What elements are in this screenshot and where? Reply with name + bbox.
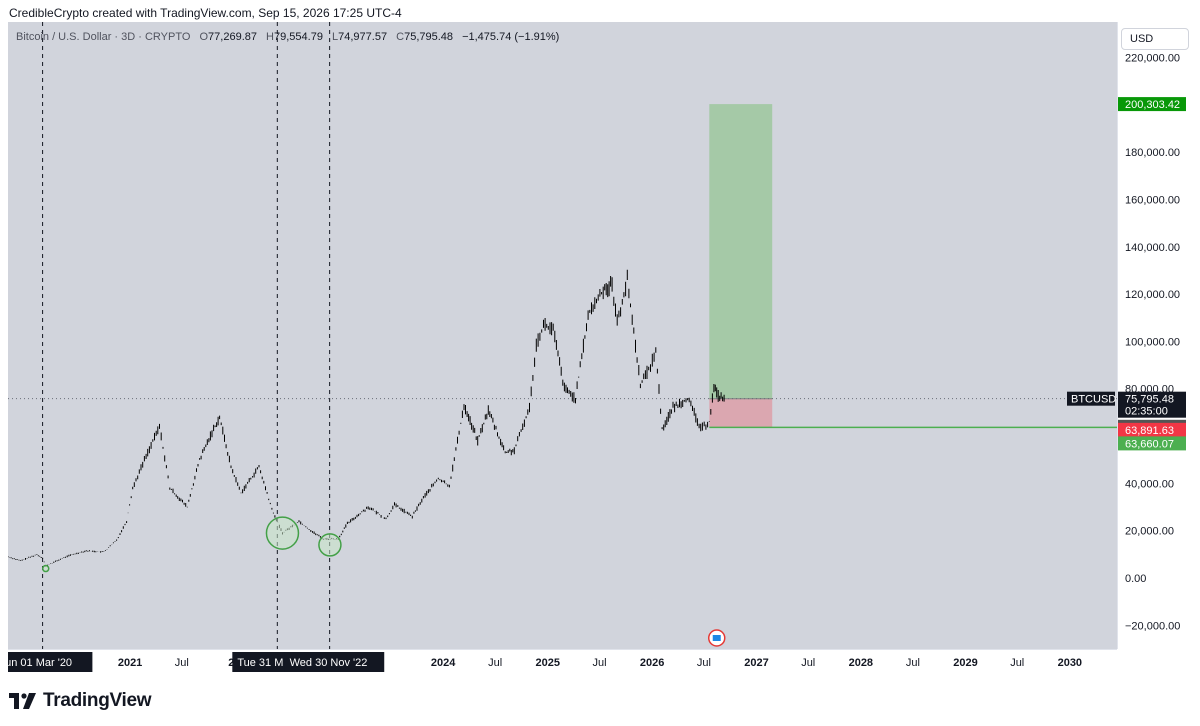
currency-button[interactable]: USD (1121, 28, 1189, 50)
price-badge-line (1118, 436, 1186, 451)
price-series-path (7, 269, 725, 567)
price-badge-text: 200,303.42 (1125, 99, 1180, 111)
price-tick-label: 120,000.00 (1125, 289, 1180, 301)
tradingview-logo-icon (9, 693, 36, 709)
time-tick-label: 2024 (431, 657, 456, 669)
price-badge-stop (1118, 422, 1186, 437)
change-value: −1,475.74 (−1.91%) (462, 31, 560, 43)
time-tick-label: 2028 (849, 657, 873, 669)
footer-brand: TradingView (9, 686, 152, 716)
date-marker-text: Sun 01 Mar '20 (8, 657, 72, 669)
price-badge-text: 75,795.48 (1125, 394, 1174, 406)
symbol-legend: Bitcoin / U.S. Dollar · 3D · CRYPTO O77,… (16, 31, 559, 43)
high-key: H (266, 31, 274, 43)
profit-zone (709, 104, 773, 399)
price-scale-svg[interactable]: −20,000.000.0020,000.0040,000.0080,000.0… (1118, 22, 1193, 649)
circle-annotation (318, 533, 342, 557)
time-tick-label: 2025 (536, 657, 560, 669)
price-tick-label: 140,000.00 (1125, 242, 1180, 254)
time-tick-label: 2026 (640, 657, 664, 669)
price-tick-label: 20,000.00 (1125, 526, 1174, 538)
time-tick-label: 2030 (1058, 657, 1082, 669)
close-key: C (396, 31, 405, 43)
close-value: 75,795.48 (404, 31, 454, 43)
circle-annotation (265, 516, 300, 550)
low-value: 74,977.57 (338, 31, 388, 43)
price-chart[interactable]: BTCUSD (7, 22, 1117, 649)
symbol-badge-text: BTCUSD (1071, 394, 1116, 406)
price-tick-label: 100,000.00 (1125, 336, 1180, 348)
time-scale-svg[interactable]: 2021Jul202024Jul2025Jul2026Jul2027Jul202… (0, 650, 1117, 674)
price-scale[interactable]: −20,000.00 0.00 20,000.00 40,000.00 80,000.0… (1117, 22, 1193, 649)
price-badge-text: 63,660.07 (1125, 438, 1174, 450)
time-tick-label: Jul (1010, 657, 1024, 669)
time-tick-label: Jul (592, 657, 606, 669)
price-tick-label: 220,000.00 (1125, 52, 1180, 64)
symbol-title[interactable]: Bitcoin / U.S. Dollar · 3D · CRYPTO (16, 31, 191, 43)
price-tick-label: 40,000.00 (1125, 478, 1174, 490)
price-tick-label: 160,000.00 (1125, 194, 1180, 206)
time-tick-label: 2021 (118, 657, 142, 669)
event-flag-icon (712, 635, 721, 641)
date-marker-badge (284, 652, 385, 672)
time-tick-label: Jul (488, 657, 502, 669)
time-tick-label: Jul (175, 657, 189, 669)
open-value: 77,269.87 (208, 31, 257, 43)
brand-name: TradingView (43, 690, 152, 711)
high-value: 79,554.79 (274, 31, 323, 43)
chart-pane[interactable]: BTCUSD (7, 22, 1117, 649)
date-marker-badge (0, 652, 93, 672)
price-tick-label: 180,000.00 (1125, 147, 1180, 159)
time-scale[interactable]: 2021Jul202024Jul2025Jul2026Jul2027Jul202… (0, 649, 1117, 674)
date-marker-text: Wed 30 Nov '22 (290, 657, 368, 669)
date-marker-text: Tue 31 M (237, 657, 283, 669)
low-key: L (332, 31, 339, 43)
price-badge-text: 63,891.63 (1125, 425, 1174, 437)
price-tick-label: −20,000.00 (1125, 620, 1180, 632)
symbol-badge (1067, 391, 1115, 406)
circle-annotation (41, 564, 50, 573)
time-tick-label: Jul (906, 657, 920, 669)
price-badge-target (1118, 97, 1186, 112)
date-marker-badge (232, 652, 294, 672)
price-tick-label: 0.00 (1125, 573, 1146, 585)
time-tick-label: 2029 (953, 657, 977, 669)
time-tick-label: Jul (801, 657, 815, 669)
time-tick-label: 2027 (744, 657, 768, 669)
attribution-text: CredibleCrypto created with TradingView.… (9, 6, 402, 20)
open-key: O (199, 31, 209, 43)
price-countdown-text: 02:35:00 (1125, 406, 1168, 418)
price-badge-last (1118, 391, 1186, 418)
time-tick-label: Jul (697, 657, 711, 669)
loss-zone (709, 398, 773, 428)
